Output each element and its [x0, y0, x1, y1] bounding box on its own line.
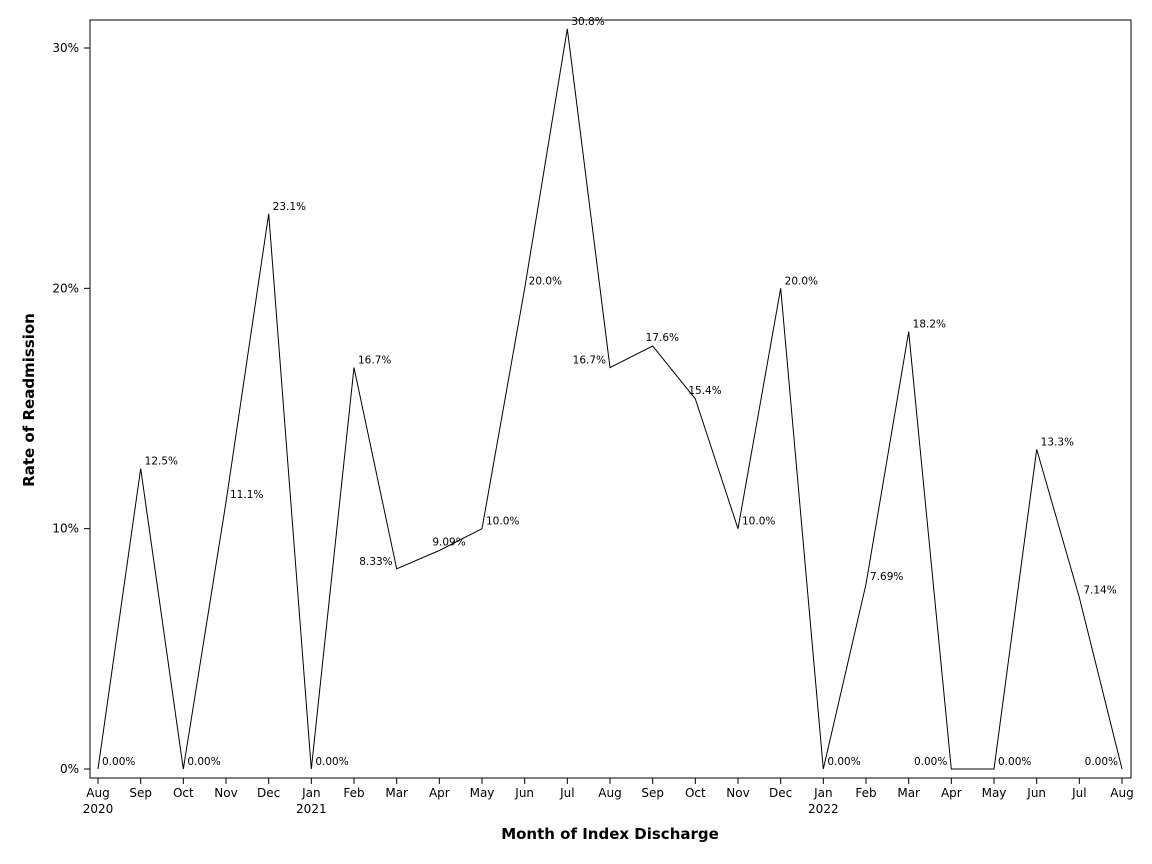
x-tick-label-month: May	[470, 786, 495, 800]
x-tick-label-month: Jan	[813, 786, 833, 800]
x-tick-label-month: Jul	[1071, 786, 1086, 800]
data-label: 10.0%	[486, 516, 519, 528]
data-label: 20.0%	[785, 275, 818, 287]
x-tick-label-month: Jun	[514, 786, 534, 800]
data-label: 8.33%	[359, 556, 392, 568]
data-label: 0.00%	[1085, 756, 1118, 768]
x-tick-label-month: Mar	[385, 786, 408, 800]
data-label: 15.4%	[688, 385, 721, 397]
y-tick-label: 0%	[60, 762, 79, 776]
x-tick-label-month: Dec	[257, 786, 280, 800]
data-label: 16.7%	[573, 355, 606, 367]
x-axis-title: Month of Index Discharge	[501, 825, 719, 843]
x-tick-label-month: Oct	[685, 786, 706, 800]
data-label: 30.8%	[571, 16, 604, 28]
plot-area-frame	[89, 19, 1132, 779]
data-label: 9.09%	[432, 537, 465, 549]
x-tick-label-month: Dec	[769, 786, 792, 800]
x-tick-label-month: Aug	[1110, 786, 1133, 800]
data-labels: 0.00% 12.5% 0.00% 11.1% 23.1% 0.00% 16.7% 8.33%…	[102, 16, 1118, 768]
y-tick-label: 10%	[52, 522, 79, 536]
y-tick-label: 30%	[52, 41, 79, 55]
data-label: 0.00%	[102, 756, 135, 768]
x-tick-label-month: Nov	[726, 786, 749, 800]
x-tick-label-month: Apr	[941, 786, 962, 800]
data-label: 17.6%	[646, 332, 679, 344]
data-label: 20.0%	[529, 275, 562, 287]
readmission-rate-line	[97, 28, 1123, 770]
data-label: 0.00%	[914, 756, 947, 768]
y-axis: 0% 10% 20% 30%	[52, 41, 90, 776]
data-label: 7.69%	[870, 571, 903, 583]
x-tick-label-month: Oct	[173, 786, 194, 800]
x-tick-label-month: Jul	[559, 786, 574, 800]
x-tick-label-month: Sep	[129, 786, 152, 800]
x-tick-label-month: May	[982, 786, 1007, 800]
data-label: 13.3%	[1041, 436, 1074, 448]
y-tick-label: 20%	[52, 281, 79, 295]
x-tick-label-month: Jan	[301, 786, 321, 800]
x-tick-label-month: Aug	[86, 786, 109, 800]
x-tick-label-year: 2022	[808, 802, 839, 816]
data-label: 16.7%	[358, 355, 391, 367]
data-label: 0.00%	[827, 756, 860, 768]
x-tick-label-month: Feb	[855, 786, 876, 800]
data-label: 18.2%	[913, 319, 946, 331]
data-label: 0.00%	[187, 756, 220, 768]
data-label: 10.0%	[742, 516, 775, 528]
x-tick-label-month: Apr	[429, 786, 450, 800]
x-tick-label-month: Aug	[598, 786, 621, 800]
x-tick-label-year: 2020	[83, 802, 114, 816]
data-label: 11.1%	[230, 489, 263, 501]
x-tick-label-month: Jun	[1026, 786, 1046, 800]
data-label: 23.1%	[273, 201, 306, 213]
x-tick-label-year: 2021	[296, 802, 327, 816]
x-axis: Aug 2020 Sep Oct Nov Dec Jan 2021 Feb Mar Apr May Ju…	[83, 778, 1134, 816]
x-tick-label-month: Mar	[897, 786, 920, 800]
x-tick-label-month: Feb	[343, 786, 364, 800]
y-axis-title: Rate of Readmission	[20, 313, 38, 487]
data-label: 12.5%	[145, 456, 178, 468]
data-label: 0.00%	[998, 756, 1031, 768]
data-label: 7.14%	[1083, 584, 1116, 596]
x-tick-label-month: Sep	[641, 786, 664, 800]
data-label: 0.00%	[315, 756, 348, 768]
x-tick-label-month: Nov	[214, 786, 237, 800]
